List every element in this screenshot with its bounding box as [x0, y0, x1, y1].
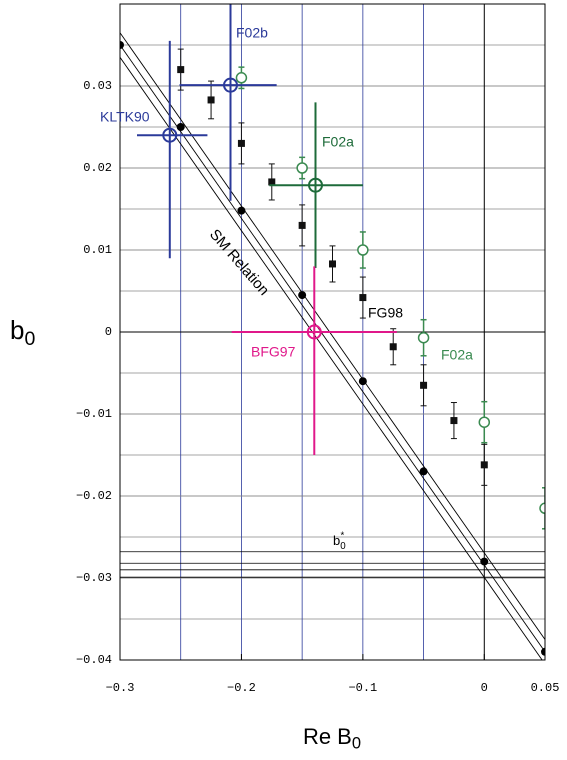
label-sub: 0	[352, 735, 361, 753]
label: Re B0	[303, 724, 361, 753]
label-sup: *	[340, 530, 344, 541]
y-tick-label: 0.03	[83, 79, 112, 93]
plot-area	[120, 4, 545, 660]
fg98-point	[480, 461, 488, 469]
f02a-point	[417, 331, 430, 344]
x-tick-label: −0.1	[348, 681, 377, 695]
fg98-point	[268, 178, 276, 186]
fg98-point	[207, 96, 215, 104]
sm-point	[419, 467, 428, 476]
label-text: b	[333, 533, 340, 548]
label-sub: 0	[24, 328, 35, 350]
cross-point	[306, 324, 322, 340]
cross-label: KLTK90	[100, 109, 150, 125]
label-text: b	[10, 315, 24, 345]
x-tick-label: −0.3	[106, 681, 135, 695]
sm-point	[541, 647, 545, 656]
y-tick-label: −0.01	[76, 407, 112, 421]
frame	[119, 3, 546, 661]
fg98-point	[359, 294, 367, 302]
fg98-label: FG98	[368, 305, 403, 321]
y-tick-label: −0.04	[76, 653, 112, 667]
sm-point	[358, 377, 367, 386]
f02a-point	[539, 502, 545, 515]
fg98-point	[237, 139, 245, 147]
f02a-label: F02a	[441, 347, 473, 363]
x-tick-label: 0.05	[531, 681, 560, 695]
fg98-point	[298, 221, 306, 229]
cross-point	[162, 127, 178, 143]
f02a-point	[478, 416, 491, 428]
sm-point	[237, 206, 246, 215]
x-tick-label: −0.2	[227, 681, 256, 695]
labels: −0.3 −0.2 −0.1 0 0.05 0.03 0.02 0.01 0 −0.01 −0.02…	[10, 25, 559, 753]
label: b0	[10, 315, 35, 350]
label-sub: 0	[340, 540, 346, 551]
f02a-point	[296, 162, 308, 174]
cross-label: F02b	[236, 25, 268, 41]
label: b0*	[333, 530, 346, 551]
y-tick-label: 0.02	[83, 161, 112, 175]
y-tick-label: 0.01	[83, 243, 112, 257]
sm-point	[298, 291, 307, 300]
fg98-point	[450, 417, 458, 425]
sm-point	[480, 557, 489, 566]
label-text: Re B	[303, 724, 352, 749]
f02a-point	[235, 72, 248, 84]
fg98-point	[329, 260, 336, 268]
y-tick-label: −0.03	[76, 571, 112, 585]
sm-label: SM Relation	[206, 226, 272, 299]
sm-point	[120, 41, 124, 49]
cross-label: BFG97	[251, 344, 296, 360]
sm-line	[120, 44, 545, 653]
sm-line	[120, 57, 543, 660]
sm-line	[120, 32, 545, 640]
x-tick-label: 0	[481, 681, 488, 695]
fg98-point	[420, 381, 428, 389]
cross-point	[308, 177, 323, 193]
y-tick-label: −0.02	[76, 489, 112, 503]
fg98-point	[177, 66, 185, 74]
cross-point	[223, 77, 238, 93]
cross-label: F02a	[322, 134, 354, 150]
f02a-point	[357, 244, 369, 256]
y-tick-label: 0	[105, 325, 112, 339]
fg98-point	[389, 343, 397, 351]
sm-point	[176, 123, 185, 131]
